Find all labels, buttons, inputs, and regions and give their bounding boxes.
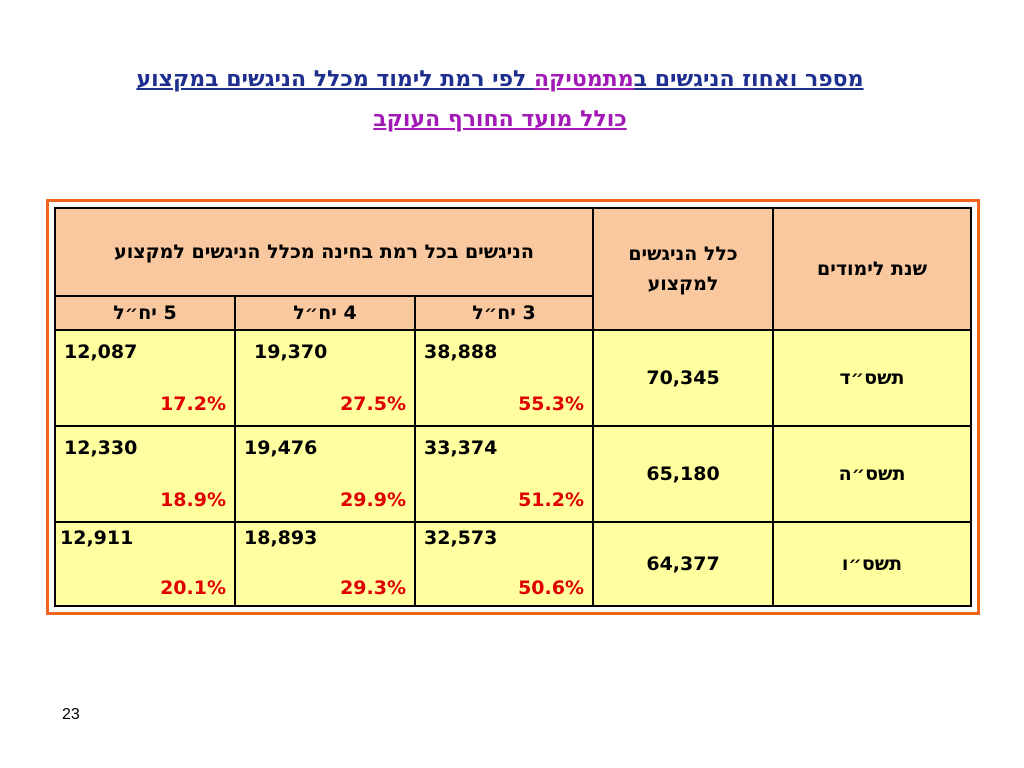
title-blue-text-2: לפי רמת לימוד מכלל הניגשים במקצוע [136,67,535,92]
row-2-total: 65,180 [592,425,774,523]
row-3-level-5: 12,911 20.1% [54,521,236,607]
slide-title: מספר ואחוז הניגשים במתמטיקה לפי רמת לימו… [40,60,960,140]
count: 18,893 [244,527,318,549]
percent: 17.2% [160,393,226,415]
header-level-3: 3 יח״ל [414,295,594,331]
row-2-level-4: 19,476 29.9% [234,425,416,523]
percent: 29.9% [340,489,406,511]
row-1-total: 70,345 [592,329,774,427]
title-line-1: מספר ואחוז הניגשים במתמטיקה לפי רמת לימו… [40,60,960,100]
percent: 29.3% [340,577,406,599]
header-levels-group: הניגשים בכל רמת בחינה מכלל הניגשים למקצו… [54,207,594,297]
count: 12,087 [64,341,138,363]
row-3-total: 64,377 [592,521,774,607]
row-2-year: תשס״ה [772,425,972,523]
row-1-level-3: 38,888 55.3% [414,329,594,427]
row-1-level-4: 19,370 27.5% [234,329,416,427]
table-frame: שנת לימודים כלל הניגשים למקצוע הניגשים ב… [46,199,980,615]
data-table: שנת לימודים כלל הניגשים למקצוע הניגשים ב… [54,207,972,607]
count: 12,911 [60,527,134,549]
percent: 27.5% [340,393,406,415]
row-3-level-4: 18,893 29.3% [234,521,416,607]
header-level-4: 4 יח״ל [234,295,416,331]
title-blue-text: מספר ואחוז הניגשים ב [633,67,864,92]
row-1-level-5: 12,087 17.2% [54,329,236,427]
header-level-5: 5 יח״ל [54,295,236,331]
row-3-level-3: 32,573 50.6% [414,521,594,607]
header-total: כלל הניגשים למקצוע [592,207,774,331]
row-1-year: תשס״ד [772,329,972,427]
percent: 50.6% [518,577,584,599]
count: 19,476 [244,437,318,459]
row-3-year: תשס״ו [772,521,972,607]
page-number: 23 [62,706,80,723]
count: 38,888 [424,341,498,363]
percent: 51.2% [518,489,584,511]
row-2-level-3: 33,374 51.2% [414,425,594,523]
count: 32,573 [424,527,498,549]
title-subject: מתמטיקה [534,67,634,92]
percent: 20.1% [160,577,226,599]
row-2-level-5: 12,330 18.9% [54,425,236,523]
count: 33,374 [424,437,498,459]
header-year: שנת לימודים [772,207,972,331]
count: 19,370 [254,341,328,363]
title-line-2: כולל מועד החורף העוקב [373,107,627,132]
percent: 18.9% [160,489,226,511]
percent: 55.3% [518,393,584,415]
count: 12,330 [64,437,138,459]
